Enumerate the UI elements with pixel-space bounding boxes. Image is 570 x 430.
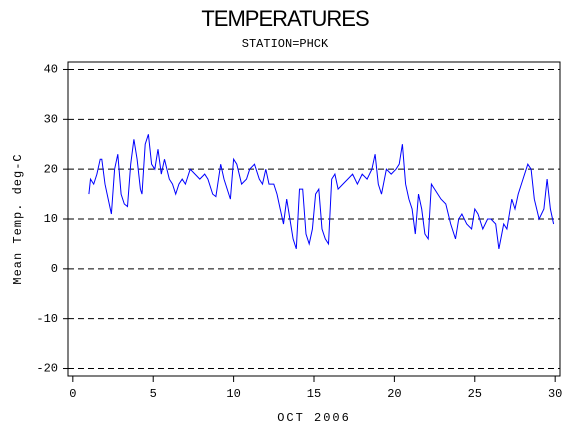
x-tick-label: 20 — [387, 387, 401, 401]
y-tick-label: 20 — [44, 162, 58, 176]
y-tick-label: 40 — [44, 63, 58, 77]
x-tick-label: 5 — [150, 387, 157, 401]
data-line — [88, 134, 555, 250]
x-axis-label: OCT 2006 — [277, 411, 351, 425]
y-tick-label: -10 — [36, 312, 58, 326]
y-tick-label: 10 — [44, 212, 58, 226]
x-tick-label: 30 — [548, 387, 562, 401]
chart-subtitle: STATION=PHCK — [242, 37, 329, 51]
x-tick-label: 15 — [307, 387, 321, 401]
y-tick-label: -20 — [36, 362, 58, 376]
x-tick-label: 25 — [468, 387, 482, 401]
y-axis-label: Mean Temp. deg-C — [11, 153, 25, 284]
y-tick-label: 0 — [51, 262, 58, 276]
x-tick-label: 0 — [69, 387, 76, 401]
y-tick-label: 30 — [44, 112, 58, 126]
chart-title: TEMPERATURES — [201, 6, 369, 31]
x-tick-label: 10 — [226, 387, 240, 401]
